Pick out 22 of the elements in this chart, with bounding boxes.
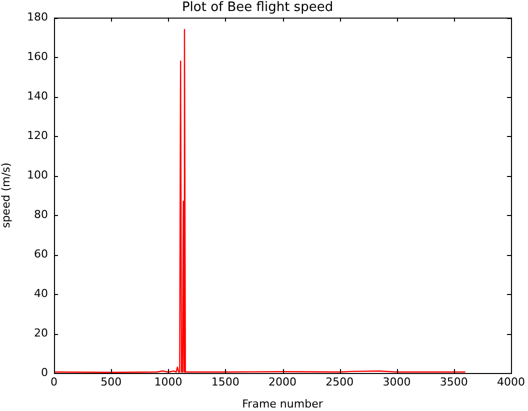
- chart-title: Plot of Bee flight speed: [182, 0, 334, 16]
- y-tick-label: 180: [27, 10, 48, 24]
- y-tick-label: 60: [34, 247, 48, 260]
- x-tick-label: 2000: [268, 375, 296, 388]
- x-tick-label: 500: [100, 375, 122, 388]
- y-tick-label: 0: [41, 366, 48, 379]
- x-tick-label: 3000: [382, 375, 411, 388]
- x-tick-label: 1000: [154, 375, 182, 388]
- x-tick-label: 2500: [326, 375, 354, 388]
- y-tick-label: 160: [27, 50, 48, 63]
- y-axis-title: speed (m/s): [0, 162, 12, 228]
- x-tick-label: 3500: [440, 375, 468, 388]
- x-tick-label: 1500: [211, 375, 240, 388]
- y-tick-label: 40: [34, 286, 48, 300]
- y-tick-label: 20: [34, 326, 48, 340]
- x-tick-label: 4000: [497, 375, 526, 388]
- y-tick-label: 120: [27, 128, 48, 142]
- x-axis-title: Frame number: [242, 397, 324, 410]
- y-tick-label: 100: [27, 168, 48, 182]
- y-tick-label: 80: [34, 208, 48, 221]
- y-tick-label: 140: [27, 89, 48, 102]
- x-tick-label: 0: [50, 375, 58, 388]
